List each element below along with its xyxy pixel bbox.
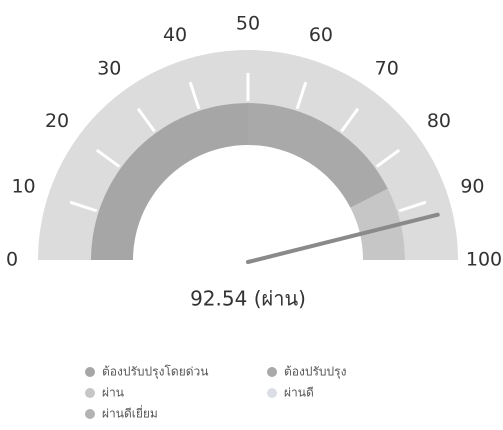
tick-mark — [398, 200, 427, 213]
legend-swatch — [85, 367, 95, 377]
tick-mark — [95, 148, 121, 168]
tick-label: 80 — [427, 110, 451, 132]
tick-mark — [375, 148, 401, 168]
gauge-band — [91, 103, 248, 260]
tick-label: 30 — [97, 58, 121, 80]
legend-label: ต้องปรับปรุง — [284, 365, 346, 380]
legend-swatch — [267, 367, 277, 377]
legend-label: ผ่านดี — [284, 386, 314, 400]
tick-mark — [69, 200, 98, 213]
tick-label: 100 — [466, 249, 502, 271]
legend-swatch — [267, 388, 277, 398]
gauge-needle — [246, 212, 440, 264]
tick-label: 90 — [460, 176, 484, 198]
legend-swatch — [85, 409, 95, 419]
legend-swatch — [85, 388, 95, 398]
tick-label: 50 — [236, 13, 260, 35]
gauge-band — [248, 103, 388, 208]
tick-mark — [340, 107, 360, 133]
tick-label: 20 — [45, 110, 69, 132]
legend-label: ต้องปรับปรุงโดยด่วน — [102, 365, 208, 380]
tick-label: 60 — [309, 24, 333, 46]
gauge-band — [350, 188, 406, 260]
tick-label: 0 — [6, 249, 18, 271]
legend-label: ผ่าน — [102, 386, 124, 400]
tick-label: 70 — [375, 58, 399, 80]
tick-label: 10 — [11, 176, 35, 198]
tick-label: 40 — [163, 24, 187, 46]
tick-mark — [136, 107, 156, 133]
gauge-value: 92.54 (ผ่าน) — [190, 287, 306, 311]
legend-label: ผ่านดีเยี่ยม — [102, 405, 158, 421]
tick-mark — [295, 81, 308, 110]
gauge-outer-ring — [38, 50, 458, 260]
tick-mark — [188, 81, 201, 110]
